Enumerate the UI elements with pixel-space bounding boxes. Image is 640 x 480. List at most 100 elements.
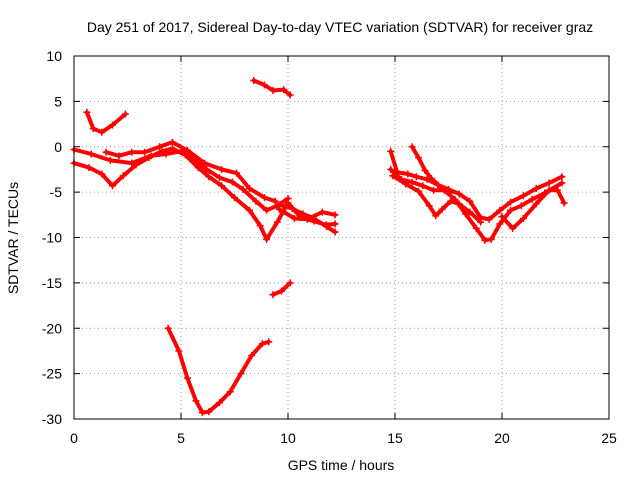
data-point bbox=[455, 190, 463, 198]
data-point bbox=[168, 138, 176, 146]
data-point bbox=[528, 195, 536, 203]
y-tick-label: -25 bbox=[42, 366, 62, 382]
data-point bbox=[323, 223, 331, 231]
data-point bbox=[98, 128, 106, 136]
y-tick-label: 5 bbox=[54, 93, 62, 109]
data-point bbox=[239, 185, 247, 193]
data-point bbox=[532, 200, 540, 208]
y-tick-label: -20 bbox=[42, 320, 62, 336]
data-point bbox=[498, 213, 506, 221]
data-traces bbox=[70, 77, 568, 417]
data-point bbox=[419, 182, 427, 190]
data-point bbox=[164, 324, 172, 332]
data-point bbox=[519, 214, 527, 222]
data-point bbox=[532, 184, 540, 192]
data-point bbox=[273, 218, 281, 226]
data-point bbox=[466, 208, 474, 216]
data-point bbox=[245, 184, 253, 192]
data-point bbox=[455, 200, 463, 208]
series-trace-5 bbox=[102, 138, 279, 205]
y-tick-label: 0 bbox=[54, 139, 62, 155]
data-point bbox=[303, 215, 311, 223]
data-point bbox=[404, 170, 412, 178]
data-point bbox=[145, 154, 153, 162]
data-point bbox=[554, 186, 562, 194]
y-tick-label: -30 bbox=[42, 411, 62, 427]
data-point bbox=[168, 145, 176, 153]
data-point bbox=[481, 236, 489, 244]
data-point bbox=[496, 206, 504, 214]
data-point bbox=[507, 206, 515, 214]
data-point bbox=[477, 218, 485, 226]
data-point bbox=[485, 215, 493, 223]
data-point bbox=[387, 165, 395, 173]
data-point bbox=[299, 210, 307, 218]
series-trace-1 bbox=[83, 108, 129, 136]
data-point bbox=[263, 206, 271, 214]
data-point bbox=[203, 165, 211, 173]
data-point bbox=[218, 182, 226, 190]
data-point bbox=[85, 164, 93, 172]
data-point bbox=[415, 187, 423, 195]
data-point bbox=[258, 340, 266, 348]
data-point bbox=[466, 197, 474, 205]
data-point bbox=[260, 194, 268, 202]
data-point bbox=[517, 202, 525, 210]
data-point bbox=[269, 291, 277, 299]
data-point bbox=[519, 192, 527, 200]
data-point bbox=[447, 197, 455, 205]
data-point bbox=[509, 224, 517, 232]
data-point bbox=[545, 179, 553, 187]
y-tick-label: 10 bbox=[46, 48, 62, 64]
series-trace-12 bbox=[389, 172, 485, 226]
data-point bbox=[132, 161, 140, 169]
data-point bbox=[183, 374, 191, 382]
data-point bbox=[228, 178, 236, 186]
data-point bbox=[487, 235, 495, 243]
data-point bbox=[226, 388, 234, 396]
data-point bbox=[109, 121, 117, 129]
data-point bbox=[263, 235, 271, 243]
data-point bbox=[141, 148, 149, 156]
data-point bbox=[181, 151, 189, 159]
data-point bbox=[447, 189, 455, 197]
series-line bbox=[72, 147, 290, 213]
data-point bbox=[98, 170, 106, 178]
data-point bbox=[256, 222, 264, 230]
data-point bbox=[271, 197, 279, 205]
data-point bbox=[106, 156, 114, 164]
data-point bbox=[250, 77, 258, 85]
series-trace-7 bbox=[275, 205, 339, 223]
data-point bbox=[558, 179, 566, 187]
series-line bbox=[410, 144, 453, 195]
data-point bbox=[87, 150, 95, 158]
data-point bbox=[175, 347, 183, 355]
series-line bbox=[390, 173, 483, 225]
data-point bbox=[237, 370, 245, 378]
data-point bbox=[248, 351, 256, 359]
data-point bbox=[183, 146, 191, 154]
data-point bbox=[128, 148, 136, 156]
series-trace-2 bbox=[250, 77, 294, 99]
grid bbox=[74, 56, 609, 419]
data-point bbox=[427, 175, 435, 183]
data-point bbox=[331, 220, 339, 228]
series-trace-11 bbox=[387, 165, 566, 244]
data-point bbox=[558, 173, 566, 181]
chart-title: Day 251 of 2017, Sidereal Day-to-day VTE… bbox=[87, 19, 593, 35]
data-point bbox=[265, 338, 273, 346]
data-point bbox=[331, 211, 339, 219]
data-point bbox=[192, 397, 200, 405]
data-point bbox=[194, 164, 202, 172]
data-point bbox=[438, 205, 446, 213]
data-point bbox=[198, 409, 206, 417]
data-point bbox=[331, 228, 339, 236]
data-point bbox=[89, 125, 97, 133]
data-point bbox=[205, 173, 213, 181]
data-point bbox=[156, 143, 164, 151]
data-point bbox=[560, 199, 568, 207]
data-point bbox=[158, 147, 166, 155]
series-trace-6 bbox=[275, 201, 339, 236]
data-point bbox=[430, 186, 438, 194]
